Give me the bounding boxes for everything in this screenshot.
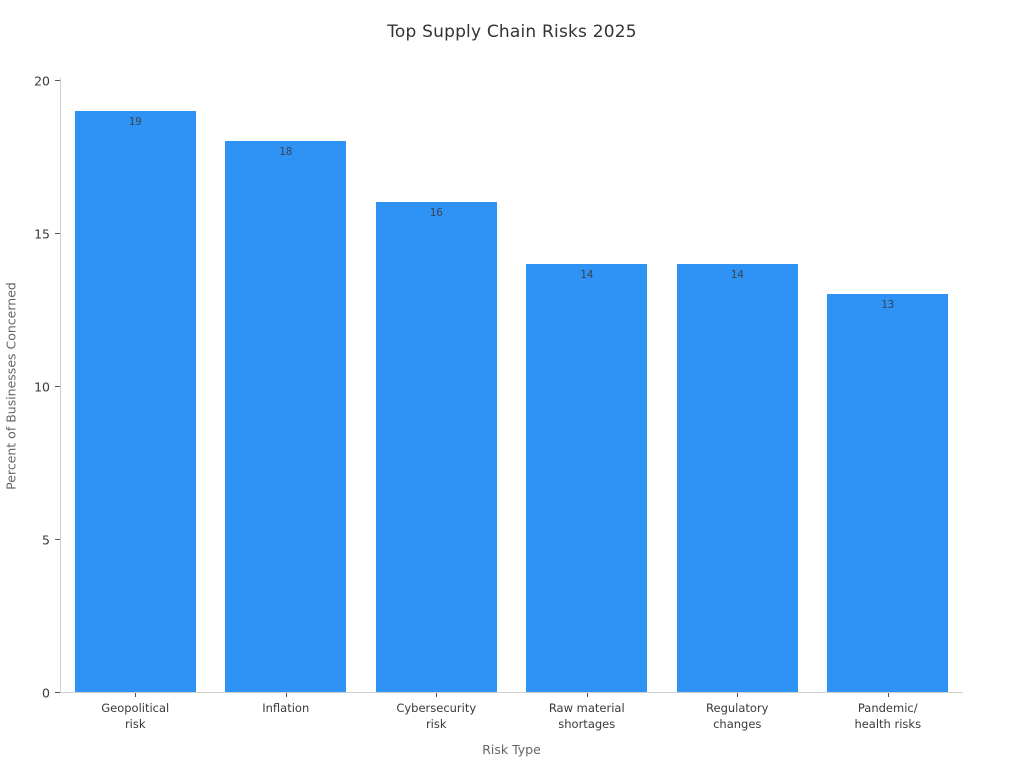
x-tick-label-line: Regulatory	[706, 701, 769, 715]
x-tick-label-line: Inflation	[262, 701, 310, 715]
chart-title: Top Supply Chain Risks 2025	[387, 22, 637, 42]
y-tick-mark-20	[55, 80, 60, 81]
x-tick-label-raw-material-shortages: Raw material shortages	[512, 700, 663, 732]
x-tick-label-line: changes	[713, 717, 762, 731]
y-tick-label-10: 10	[34, 379, 50, 394]
x-tick-label-cybersecurity-risk: Cybersecurity risk	[361, 700, 512, 732]
bar-inflation: 18	[225, 141, 347, 692]
x-tick-label-line: Cybersecurity	[396, 701, 477, 715]
x-tick-label-line: health risks	[854, 717, 922, 731]
bar-cybersecurity-risk: 16	[375, 202, 497, 692]
x-tick-mark-geopolitical-risk	[135, 693, 137, 697]
x-tick-mark-pandemic-health-risks	[887, 693, 889, 697]
x-axis-line	[60, 692, 963, 693]
x-tick-label-line: Geopolitical	[101, 701, 170, 715]
x-tick-label-regulatory-changes: Regulatory changes	[662, 700, 813, 732]
x-tick-label-line: risk	[124, 717, 146, 731]
y-tick-label-20: 20	[34, 73, 50, 88]
x-tick-mark-inflation	[285, 693, 287, 697]
x-tick-label-pandemic-health-risks: Pandemic/health risks	[813, 700, 964, 732]
bar-value-label: 14	[730, 267, 744, 281]
x-tick-mark-raw-material-shortages	[586, 693, 588, 697]
bar-raw-material-shortages: 14	[526, 263, 648, 692]
x-axis-label: Risk Type	[482, 742, 541, 757]
bar-pandemic-health-risks: 13	[827, 294, 949, 692]
bar-value-label: 14	[580, 267, 594, 281]
y-tick-mark-0	[55, 692, 60, 693]
x-tick-mark-cybersecurity-risk	[436, 693, 438, 697]
y-tick-mark-10	[55, 386, 60, 387]
bar-value-label: 13	[881, 298, 895, 312]
bar-geopolitical-risk: 19	[74, 110, 196, 692]
bar-value-label: 18	[279, 145, 293, 159]
x-tick-label-line: Raw material	[548, 701, 625, 715]
x-tick-label-inflation: Inflation	[211, 700, 362, 716]
x-tick-label-line: shortages	[558, 717, 616, 731]
y-tick-mark-15	[55, 233, 60, 234]
y-axis-line	[60, 78, 61, 692]
x-tick-label-line: Pandemic/	[857, 701, 918, 715]
x-tick-label-geopolitical-risk: Geopolitical risk	[60, 700, 211, 732]
bar-value-label: 16	[429, 206, 443, 220]
x-tick-label-line: risk	[425, 717, 447, 731]
y-tick-label-5: 5	[42, 532, 50, 547]
x-tick-mark-regulatory-changes	[737, 693, 739, 697]
y-tick-mark-5	[55, 539, 60, 540]
bar-regulatory-changes: 14	[676, 263, 798, 692]
y-tick-label-0: 0	[42, 685, 50, 700]
y-tick-label-15: 15	[34, 226, 50, 241]
bar-value-label: 19	[128, 114, 142, 128]
